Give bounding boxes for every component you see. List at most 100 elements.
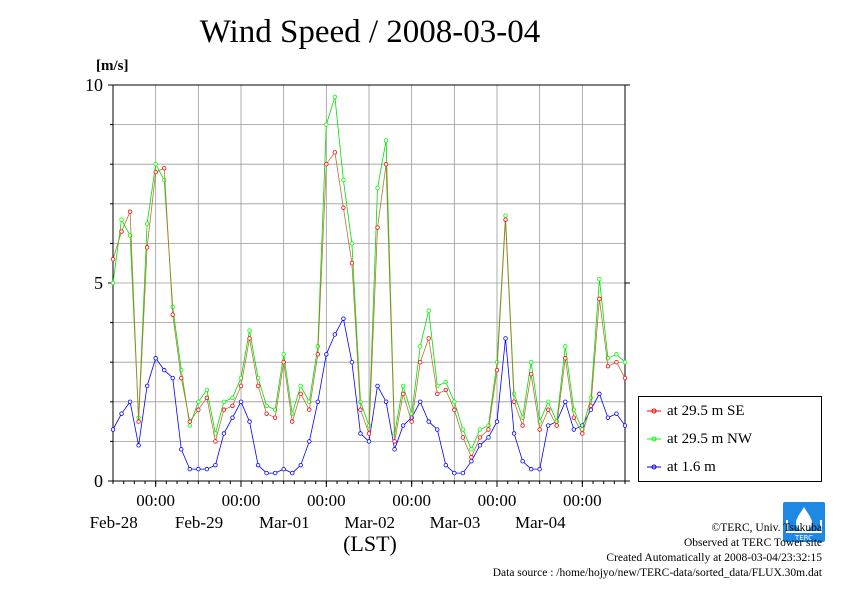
data-point bbox=[264, 411, 269, 416]
data-point bbox=[614, 360, 619, 365]
data-point bbox=[469, 447, 474, 452]
data-point bbox=[110, 257, 116, 262]
copyright-text: ©TERC, Univ. Tsukuba bbox=[711, 522, 822, 534]
data-point bbox=[588, 403, 594, 408]
data-point bbox=[452, 399, 457, 404]
data-point bbox=[400, 383, 406, 389]
data-point bbox=[528, 371, 534, 377]
data-point bbox=[238, 383, 244, 389]
data-point bbox=[460, 427, 466, 432]
data-point bbox=[418, 344, 423, 349]
data-point bbox=[358, 407, 363, 412]
data-point bbox=[230, 395, 235, 401]
x-tick-time: 00:00 bbox=[392, 491, 431, 510]
data-point bbox=[238, 399, 244, 404]
data-point bbox=[230, 403, 235, 408]
data-point bbox=[477, 435, 483, 440]
data-point bbox=[281, 352, 286, 357]
data-point bbox=[136, 443, 141, 448]
data-point bbox=[221, 399, 227, 404]
data-point bbox=[503, 336, 508, 341]
data-point bbox=[247, 328, 252, 333]
data-point bbox=[537, 427, 542, 432]
data-point bbox=[170, 312, 175, 317]
data-point bbox=[435, 391, 440, 397]
data-point bbox=[597, 391, 602, 397]
data-point bbox=[161, 177, 167, 183]
legend-marker-1-6m bbox=[647, 464, 661, 470]
page-title: Wind Speed / 2008-03-04 bbox=[199, 14, 541, 50]
data-point bbox=[571, 427, 576, 432]
data-point bbox=[435, 427, 440, 432]
legend-item-1-6m: at 1.6 m bbox=[647, 456, 716, 478]
chart-legend: at 29.5 m SE at 29.5 m NW at 1.6 m bbox=[638, 396, 822, 482]
data-point bbox=[110, 427, 116, 432]
terc-logo: TERC bbox=[783, 502, 825, 542]
x-tick-date: Feb-28 bbox=[90, 513, 138, 532]
data-point bbox=[298, 383, 303, 389]
data-point bbox=[622, 423, 628, 428]
data-point bbox=[204, 387, 210, 393]
data-point bbox=[554, 423, 559, 428]
legend-item-nw: at 29.5 m NW bbox=[647, 428, 752, 450]
data-point bbox=[161, 165, 167, 171]
data-point bbox=[503, 213, 508, 218]
data-point bbox=[187, 419, 192, 424]
data-point bbox=[375, 185, 380, 191]
x-tick-time: 00:00 bbox=[307, 491, 346, 510]
data-point bbox=[221, 407, 227, 412]
data-point bbox=[588, 395, 594, 401]
data-point bbox=[119, 217, 124, 222]
data-point bbox=[204, 395, 210, 401]
data-point bbox=[571, 415, 576, 420]
data-point bbox=[563, 356, 568, 361]
data-point bbox=[486, 427, 491, 432]
data-point bbox=[477, 443, 483, 448]
legend-label-nw: at 29.5 m NW bbox=[667, 430, 752, 447]
x-tick-time: 00:00 bbox=[478, 491, 517, 510]
legend-marker-se bbox=[647, 408, 661, 414]
data-point bbox=[349, 241, 355, 246]
data-point bbox=[614, 352, 619, 357]
data-point bbox=[375, 225, 380, 230]
data-point bbox=[196, 466, 201, 472]
data-point bbox=[315, 352, 320, 357]
data-point bbox=[418, 360, 423, 365]
observed-text: Observed at TERC Tower site bbox=[683, 537, 822, 549]
data-point bbox=[486, 423, 491, 428]
data-point bbox=[187, 423, 192, 428]
data-point bbox=[307, 407, 312, 412]
legend-item-se: at 29.5 m SE bbox=[647, 400, 745, 422]
legend-marker-nw bbox=[647, 436, 661, 442]
data-point bbox=[255, 462, 261, 468]
data-point bbox=[605, 363, 611, 369]
data-point bbox=[358, 431, 363, 436]
data-point bbox=[144, 383, 150, 389]
data-point bbox=[469, 459, 474, 464]
chart-labels: 051000:00Feb-2800:00Feb-2900:00Mar-0100:… bbox=[85, 58, 602, 556]
y-axis-label: [m/s] bbox=[96, 58, 129, 74]
data-point bbox=[290, 470, 295, 476]
data-point bbox=[213, 462, 218, 468]
data-point bbox=[486, 435, 491, 440]
x-tick-date: Mar-03 bbox=[430, 513, 481, 532]
x-tick-date: Mar-04 bbox=[515, 513, 566, 532]
data-point bbox=[383, 138, 389, 143]
data-point bbox=[144, 221, 150, 226]
data-point bbox=[520, 459, 525, 464]
data-point bbox=[383, 161, 389, 167]
series-0 bbox=[110, 150, 628, 460]
data-point bbox=[153, 161, 158, 167]
data-point bbox=[605, 415, 611, 420]
data-point bbox=[204, 466, 210, 472]
data-point bbox=[528, 360, 534, 365]
data-point bbox=[494, 419, 500, 424]
data-point bbox=[443, 462, 448, 468]
x-tick-time: 00:00 bbox=[563, 491, 602, 510]
data-point bbox=[392, 439, 397, 444]
data-point bbox=[196, 407, 201, 412]
data-point bbox=[332, 94, 338, 100]
data-point bbox=[341, 177, 346, 183]
data-point bbox=[153, 356, 158, 361]
data-point bbox=[298, 462, 303, 468]
